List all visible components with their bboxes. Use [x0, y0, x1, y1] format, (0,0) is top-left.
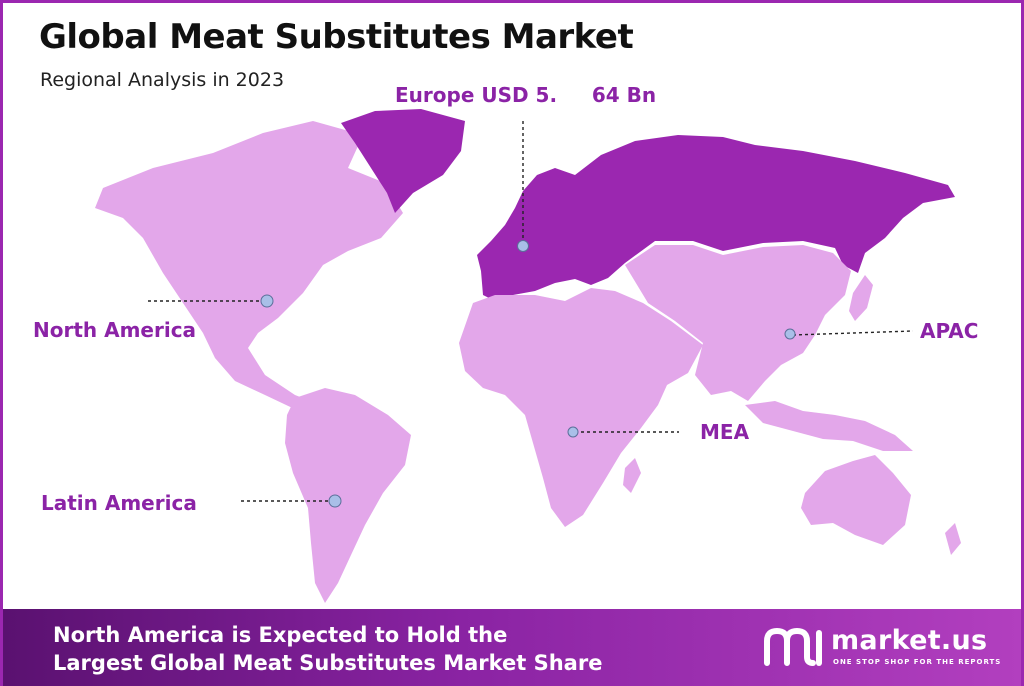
apac-label: APAC [920, 319, 979, 343]
world-map [95, 109, 961, 603]
region-japan [849, 275, 873, 321]
north-america-label: North America [33, 318, 197, 342]
brand: market.us ONE STOP SHOP FOR THE REPORTS [763, 623, 1003, 675]
market-us-logo-icon [764, 627, 822, 666]
region-europe [477, 135, 955, 301]
region-australia [801, 455, 911, 545]
region-latin-america [285, 388, 411, 603]
region-sea-islands [745, 401, 913, 451]
latin-america-marker [328, 494, 342, 508]
brand-tagline: ONE STOP SHOP FOR THE REPORTS [833, 658, 1002, 666]
region-greenland [341, 109, 465, 213]
latin-america-label: Latin America [41, 491, 197, 515]
region-madagascar [623, 458, 641, 493]
page-title: Global Meat Substitutes Market [39, 17, 634, 57]
page-subtitle: Regional Analysis in 2023 [40, 69, 285, 91]
brand-name: market.us [831, 625, 988, 656]
footer-headline: North America is Expected to Hold the La… [53, 621, 602, 677]
footer-banner: North America is Expected to Hold the La… [3, 609, 1021, 686]
north-america-marker [260, 294, 274, 308]
apac-leader-line [792, 330, 914, 336]
europe-marker [517, 240, 529, 252]
region-new-zealand [945, 523, 961, 555]
mea-label: MEA [700, 420, 750, 444]
apac-marker [784, 328, 796, 340]
footer-line-2: Largest Global Meat Substitutes Market S… [53, 651, 603, 675]
europe-label: Europe USD 5. 64 Bn [395, 83, 657, 107]
region-mea [459, 288, 703, 527]
region-apac [625, 245, 851, 401]
footer-line-1: North America is Expected to Hold the [53, 623, 508, 647]
mea-marker [567, 426, 579, 438]
region-north-america [95, 121, 403, 413]
